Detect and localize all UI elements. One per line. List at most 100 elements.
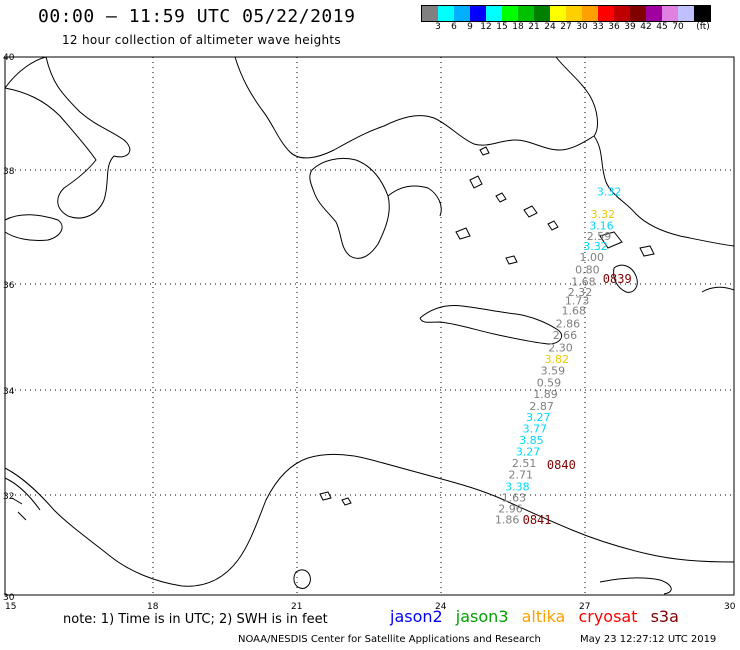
legend-swatch <box>582 6 598 21</box>
lat-label: 40 <box>3 53 15 63</box>
swh-value: 0.80 <box>575 264 600 277</box>
satellite-legend: jason2 jason3 altika cryosat s3a <box>390 607 687 626</box>
lat-label: 36 <box>3 281 15 291</box>
legend-label: 36 <box>608 22 620 32</box>
swh-value: 3.32 <box>597 186 622 199</box>
map-frame <box>4 56 735 596</box>
legend-label: 24 <box>544 22 556 32</box>
legend-label: 30 <box>576 22 588 32</box>
legend-label: 12 <box>480 22 492 32</box>
color-legend-labels: 3 6 9 12 15 18 21 24 27 30 33 36 39 42 45 70 (ft) <box>421 22 740 34</box>
legend-swatch <box>486 6 502 21</box>
swh-value: 1.68 <box>571 276 596 289</box>
satellite-name: altika <box>521 607 566 626</box>
swh-value: 1.86 <box>495 514 520 527</box>
lon-label: 18 <box>147 602 159 612</box>
swh-value: 3.85 <box>519 434 544 447</box>
map-subtitle: 12 hour collection of altimeter wave hei… <box>62 33 341 47</box>
swh-readings: 3.323.323.162.593.321.000.801.682.321.73… <box>495 186 622 527</box>
satellite-name: jason2 <box>390 607 443 626</box>
swh-value: 1.89 <box>533 388 558 401</box>
swh-value: 2.59 <box>587 230 612 243</box>
lon-label: 21 <box>291 602 302 612</box>
pass-time: 0840 <box>547 458 576 472</box>
swh-value: 3.32 <box>591 208 616 221</box>
swh-value: 3.59 <box>541 365 566 378</box>
swh-value: 3.27 <box>516 446 541 459</box>
lon-label: 30 <box>724 602 736 612</box>
footnote: note: 1) Time is in UTC; 2) SWH is in fe… <box>63 612 328 627</box>
legend-swatch <box>422 6 438 21</box>
swh-value: 2.66 <box>553 329 578 342</box>
legend-label: 18 <box>512 22 524 32</box>
legend-swatch <box>630 6 646 21</box>
lat-label: 34 <box>3 387 15 397</box>
legend-swatch <box>438 6 454 21</box>
graticule <box>5 57 734 595</box>
legend-label: 42 <box>640 22 652 32</box>
swh-value: 2.71 <box>509 469 534 482</box>
color-legend-bar <box>421 5 711 22</box>
swh-value: 3.77 <box>523 423 548 436</box>
longitude-labels: 15 18 21 24 27 30 <box>5 602 736 612</box>
swh-value: 3.32 <box>583 240 608 253</box>
lat-label: 32 <box>3 492 14 502</box>
legend-swatch <box>598 6 614 21</box>
legend-label: 9 <box>467 22 473 32</box>
legend-swatch <box>646 6 662 21</box>
pass-time: 0839 <box>603 272 632 286</box>
lon-label: 27 <box>579 602 590 612</box>
lat-label: 30 <box>3 593 15 603</box>
swh-value: 3.82 <box>545 353 570 366</box>
swh-value: 2.86 <box>556 318 581 331</box>
legend-label: 45 <box>656 22 668 32</box>
swh-value: 2.51 <box>512 457 537 470</box>
swh-value: 0.59 <box>537 376 562 389</box>
swh-value: 3.27 <box>526 411 551 424</box>
legend-swatch <box>678 6 694 21</box>
credit-line: NOAA/NESDIS Center for Satellite Applica… <box>238 634 541 645</box>
legend-unit: (ft) <box>696 22 710 32</box>
generated-timestamp: May 23 12:27:12 UTC 2019 <box>580 634 717 645</box>
latitude-labels: 40 38 36 34 32 30 <box>3 53 15 603</box>
satellite-name: s3a <box>650 607 679 626</box>
legend-swatch <box>534 6 550 21</box>
lat-label: 38 <box>3 167 15 177</box>
swh-value: 2.96 <box>498 503 523 516</box>
legend-label: 27 <box>560 22 572 32</box>
swh-value: 3.16 <box>589 219 614 232</box>
swh-value: 1.00 <box>580 251 605 264</box>
legend-label: 6 <box>451 22 457 32</box>
legend-swatch <box>614 6 630 21</box>
legend-swatch <box>566 6 582 21</box>
swh-value: 1.68 <box>562 305 587 318</box>
swh-value: 1.63 <box>502 492 527 505</box>
lon-label: 24 <box>435 602 447 612</box>
legend-label: 33 <box>592 22 604 32</box>
satellite-name: jason3 <box>455 607 509 626</box>
swh-value: 2.87 <box>529 400 554 413</box>
swh-value: 2.30 <box>548 341 573 354</box>
legend-label: 15 <box>496 22 508 32</box>
legend-swatch <box>694 6 710 21</box>
swh-value: 1.73 <box>565 295 590 308</box>
satellite-name: cryosat <box>578 607 638 626</box>
pass-time: 0841 <box>523 513 552 527</box>
legend-label: 39 <box>624 22 636 32</box>
legend-swatch <box>662 6 678 21</box>
legend-swatch <box>550 6 566 21</box>
legend-swatch <box>470 6 486 21</box>
legend-label: 70 <box>672 22 684 32</box>
legend-label: 3 <box>435 22 441 32</box>
pass-time-labels: 0839 0840 0841 <box>523 272 632 527</box>
swh-value: 3.38 <box>505 480 529 493</box>
legend-label: 21 <box>528 22 540 32</box>
swh-value: 2.32 <box>568 286 593 299</box>
map-title: 00:00 – 11:59 UTC 05/22/2019 <box>38 6 356 27</box>
legend-swatch <box>454 6 470 21</box>
lon-label: 15 <box>5 602 16 612</box>
coastlines <box>4 56 735 595</box>
legend-swatch <box>502 6 518 21</box>
legend-swatch <box>518 6 534 21</box>
